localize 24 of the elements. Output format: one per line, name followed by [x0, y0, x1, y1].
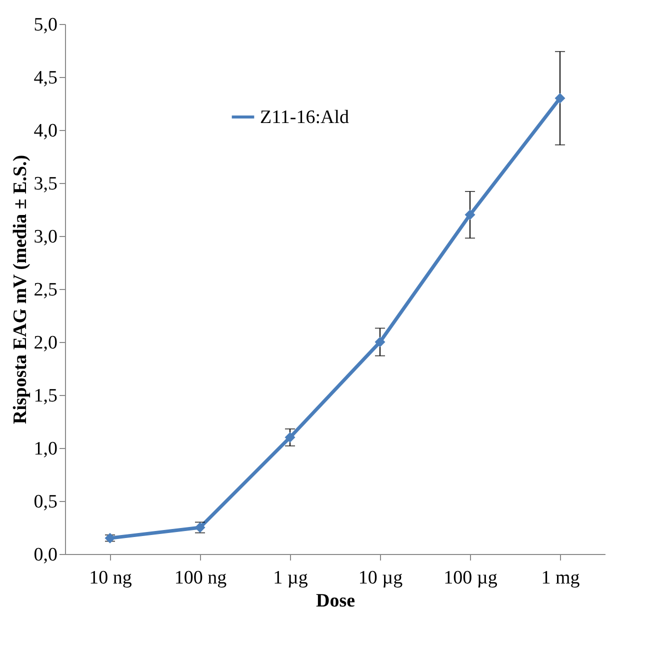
y-tick-label: 1,5 — [34, 386, 58, 406]
y-tick-label: 3,5 — [34, 174, 58, 194]
y-tick-label: 2,5 — [34, 280, 58, 300]
y-tick-label: 2,0 — [34, 332, 58, 354]
x-tick-label: 1 mg — [541, 568, 580, 588]
y-tick-label: 1,0 — [34, 438, 58, 460]
x-axis-title: Dose — [316, 590, 356, 612]
y-tick-label: 4,0 — [34, 120, 58, 142]
y-tick-label: 3,0 — [34, 226, 58, 248]
point — [374, 336, 386, 348]
x-tick-label: 10 ng — [89, 568, 132, 588]
legend-label: Z11-16:Ald — [260, 107, 350, 128]
y-tick-label: 5,0 — [34, 14, 58, 36]
y-tick-label: 0,5 — [34, 492, 58, 512]
y-tick-label: 4,5 — [34, 68, 58, 88]
x-tick-label: 1 µg — [273, 568, 308, 588]
point — [464, 210, 476, 220]
y-axis-title: Risposta EAG mV (media ± E.S.) — [10, 154, 31, 424]
x-tick-label: 10 µg — [358, 568, 404, 588]
x-tick-label: 100 µg — [444, 568, 498, 588]
y-tick-label: 0,0 — [34, 544, 58, 566]
point — [284, 432, 296, 443]
point — [554, 92, 566, 104]
x-tick-label: 100 ng — [174, 568, 228, 588]
